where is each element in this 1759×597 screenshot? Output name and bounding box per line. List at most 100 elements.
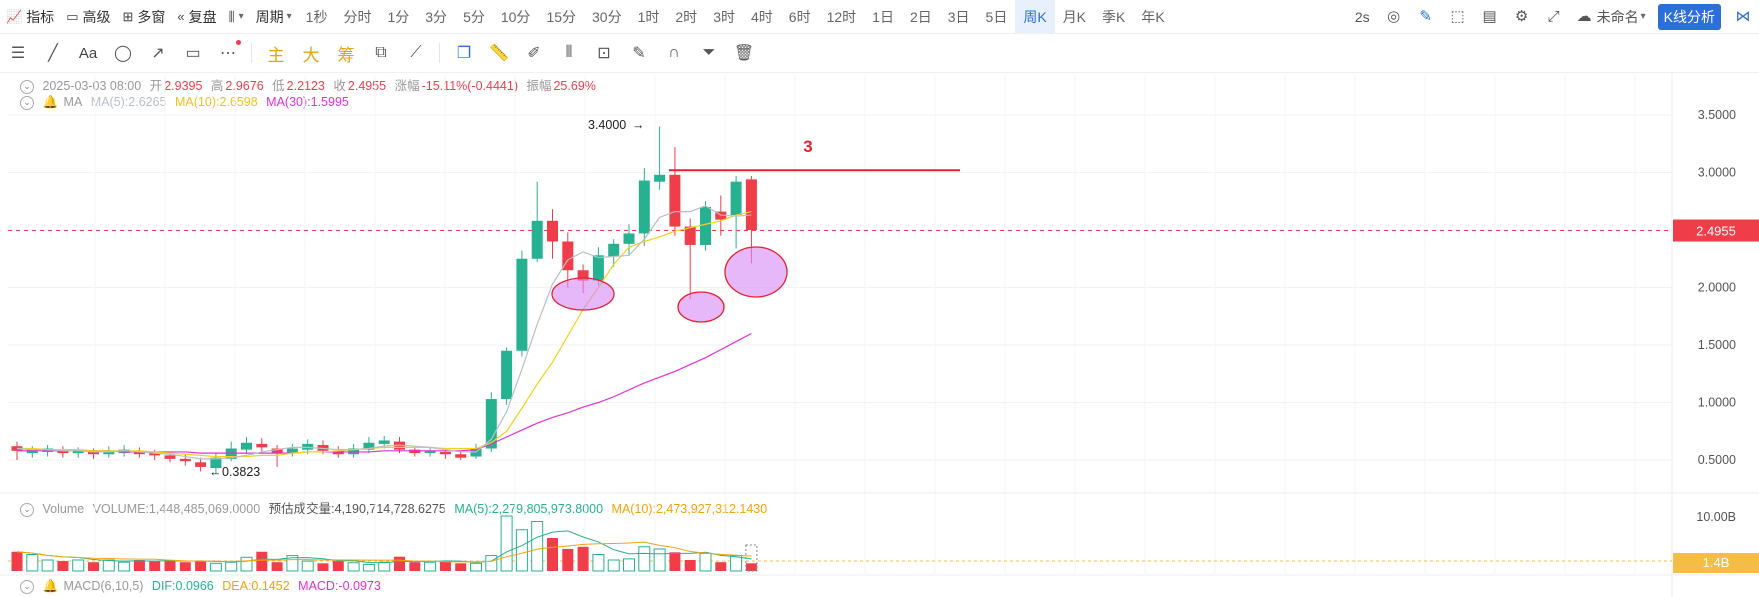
price-tick-label: 1.5000 <box>1698 338 1736 352</box>
amplitude-value: 25.69% <box>553 79 596 93</box>
candle-body <box>363 442 375 450</box>
low-price-label: 0.3823 <box>222 465 260 479</box>
period-tab[interactable]: 年K <box>1141 8 1165 25</box>
volume-bar <box>286 555 299 572</box>
text-tool[interactable]: Aa <box>78 44 98 62</box>
period-tab[interactable]: 周K <box>1015 0 1055 33</box>
ellipse-tool-icon[interactable]: ◯ <box>114 45 132 62</box>
period-tab[interactable]: 30分 <box>592 8 622 25</box>
collapse-icon[interactable]: ⌄ <box>20 502 34 517</box>
period-tab[interactable]: 5分 <box>463 8 485 25</box>
candle-body <box>302 443 314 450</box>
volume-bar <box>209 562 222 572</box>
layout-name[interactable]: 未命名 <box>1596 8 1639 25</box>
replay-button[interactable]: «复盘 <box>171 0 222 33</box>
period-dropdown[interactable]: 周期 ▾ <box>250 0 298 33</box>
refresh-interval[interactable]: 2s <box>1354 8 1370 25</box>
volume-bar <box>547 538 558 571</box>
share-icon[interactable]: ⋈ <box>1735 7 1751 25</box>
period-tab[interactable]: 3分 <box>425 8 448 25</box>
chips-button[interactable]: 筹 <box>337 45 355 65</box>
measure-icon[interactable]: ⟋ <box>410 44 422 61</box>
period-label: 周期 <box>255 8 284 25</box>
chevron-down-icon: ▾ <box>238 11 244 22</box>
period-tab[interactable]: 6时 <box>788 8 811 25</box>
ma5-value: MA(5):2.6265 <box>90 95 167 109</box>
candle-body <box>42 448 54 452</box>
period-tab[interactable]: 3日 <box>947 8 970 25</box>
arrow-right-icon: → <box>632 118 645 132</box>
period-tab[interactable]: 分时 <box>343 8 372 25</box>
period-tab[interactable]: 2时 <box>675 8 698 25</box>
camera-icon[interactable]: ◎ <box>1387 7 1401 25</box>
low-value: 2.2123 <box>286 79 325 93</box>
collapse-icon[interactable]: ⌄ <box>20 579 34 594</box>
volume-bar <box>72 559 85 572</box>
compare-icon[interactable]: ⫴ <box>565 44 573 61</box>
ohlc-info: ⌄ 2025-03-03 08:00 开 2.9395 高 2.9676 低 2.21… <box>20 75 601 94</box>
period-tab[interactable]: 5日 <box>985 8 1008 25</box>
volume-bar <box>88 562 99 571</box>
arrow-tool-icon[interactable]: ↗ <box>151 45 165 62</box>
fullscreen-frame-icon[interactable]: ⬚ <box>1450 7 1465 25</box>
period-tab[interactable]: 12时 <box>826 8 857 25</box>
price-tick-label: 0.5000 <box>1698 453 1736 467</box>
image-icon[interactable]: ▤ <box>1482 7 1497 25</box>
menu-icon[interactable]: ☰ <box>10 45 26 62</box>
macd-dif: DIF:0.0966 <box>151 579 214 593</box>
multi-window-button[interactable]: ⊞ 多窗 <box>116 0 171 33</box>
period-tab[interactable]: 月K <box>1062 8 1087 25</box>
volume-bar <box>195 561 207 571</box>
period-tab[interactable]: 3时 <box>713 8 735 25</box>
advanced-label: 高级 <box>82 8 111 25</box>
volume-bar <box>409 562 421 571</box>
period-tab[interactable]: 1时 <box>637 8 660 25</box>
candle-body <box>210 457 222 469</box>
candle-body <box>608 243 620 257</box>
lock-icon[interactable]: ⊡ <box>597 45 611 62</box>
volume-bar <box>149 561 161 571</box>
close-value: 2.4955 <box>347 79 387 93</box>
period-tab[interactable]: 15分 <box>546 8 577 25</box>
big-order-button[interactable]: 大 <box>302 45 320 65</box>
period-tab[interactable]: 1秒 <box>305 8 328 25</box>
note-icon[interactable]: ✎ <box>632 45 646 62</box>
filter-icon[interactable]: ⏷ <box>702 44 716 61</box>
candle-body <box>455 454 467 458</box>
collapse-icon[interactable]: ⌄ <box>20 79 34 94</box>
change-value: -15.11%(-0.4441) <box>421 79 518 93</box>
copy-icon[interactable]: ❐ <box>456 45 472 62</box>
ruler-icon[interactable]: 📏 <box>489 45 509 62</box>
cloud-icon[interactable]: ☁ <box>1576 7 1592 25</box>
expand-icon[interactable]: ⤢ <box>1547 7 1560 25</box>
trash-icon[interactable]: 🗑 <box>733 45 755 62</box>
period-tab[interactable]: 2日 <box>909 8 932 25</box>
line-tool-icon[interactable]: ╱ <box>48 45 58 62</box>
period-tab[interactable]: 4时 <box>750 8 773 25</box>
pen-icon[interactable]: ✎ <box>1419 7 1432 25</box>
bell-icon[interactable]: 🔔 <box>42 95 59 109</box>
magnet-icon[interactable]: ∩ <box>668 44 680 61</box>
volume-bar <box>332 561 344 571</box>
bell-icon[interactable]: 🔔 <box>42 579 59 593</box>
gear-icon[interactable]: ⚙ <box>1514 7 1529 25</box>
more-tools-icon[interactable]: ⋯ <box>217 40 241 64</box>
volume-bar <box>653 548 666 572</box>
edit-drawing-icon[interactable]: ⧉ <box>375 44 387 61</box>
indicators-button[interactable]: 📈 指标 <box>0 0 60 33</box>
chart-type-button[interactable]: ⫼ ▾ <box>223 0 250 33</box>
period-tab[interactable]: 1分 <box>387 8 410 25</box>
ma30-value: MA(30):1.5995 <box>266 95 349 109</box>
chevron-down-icon: ▾ <box>1640 11 1646 22</box>
brush-icon[interactable]: ✐ <box>527 45 541 62</box>
kline-analysis-button[interactable]: K线分析 <box>1657 3 1721 30</box>
period-tab[interactable]: 季K <box>1102 8 1126 25</box>
replay-label: 复盘 <box>188 8 217 25</box>
collapse-icon[interactable]: ⌄ <box>20 95 34 110</box>
main-indicator-button[interactable]: 主 <box>267 45 285 65</box>
volume-bar <box>669 552 681 571</box>
rectangle-tool-icon[interactable]: ▭ <box>185 45 201 62</box>
advanced-button[interactable]: ▭ 高级 <box>60 0 116 33</box>
period-tab[interactable]: 10分 <box>500 8 531 25</box>
period-tab[interactable]: 1日 <box>872 8 894 25</box>
